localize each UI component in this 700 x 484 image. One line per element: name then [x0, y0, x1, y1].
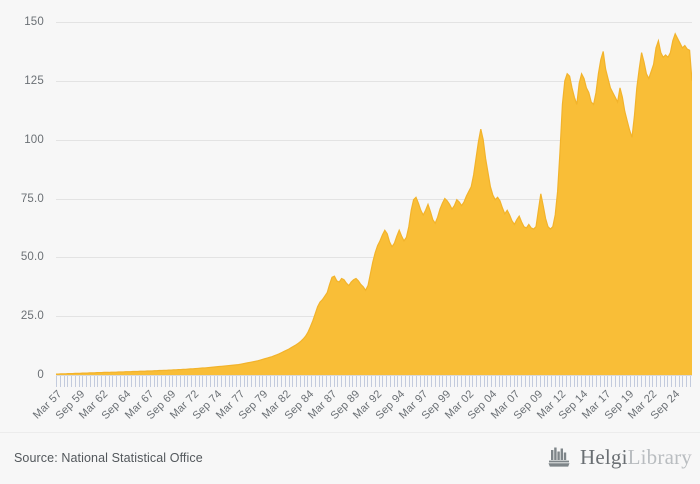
- y-axis-tick-label: 150: [24, 16, 44, 28]
- y-axis-tick-label: 25.0: [20, 310, 44, 323]
- gridline: [56, 140, 692, 141]
- x-axis-labels: Mar 57 Sep 59 Mar 62 Sep 64 Mar 67 Sep 69 Mar …: [31, 388, 692, 432]
- area-series-path: [56, 33, 692, 376]
- y-axis-tick-label: 0: [37, 369, 44, 381]
- area-series-svg: [56, 32, 692, 376]
- book-stack-icon: [548, 447, 570, 467]
- y-axis-tick-label: 50.0: [20, 251, 44, 264]
- source-note: Source: National Statistical Office: [14, 451, 203, 465]
- y-axis-tick-label: 75.0: [20, 192, 44, 205]
- y-axis-tick-label: 100: [24, 133, 44, 146]
- brand-name-primary: Helgi: [579, 444, 628, 469]
- y-axis-labels: 0 25.0 50.0 75.0 100 125 150: [0, 0, 52, 432]
- gridline: [56, 375, 692, 376]
- gridline: [56, 22, 692, 23]
- chart-footer: Source: National Statistical Office Helg…: [0, 432, 700, 484]
- brand-logo: HelgiLibrary: [548, 446, 692, 468]
- gridline: [56, 81, 692, 82]
- area-series-outline: [56, 32, 692, 375]
- brand-name-secondary: Library: [627, 444, 692, 469]
- y-axis-tick-label: 125: [24, 74, 44, 87]
- gridline: [56, 199, 692, 200]
- plot-area: 0 25.0 50.0 75.0 100 125 150 Mar 57 Sep 59 Mar 6…: [0, 0, 692, 432]
- brand-wordmark: HelgiLibrary: [579, 444, 692, 469]
